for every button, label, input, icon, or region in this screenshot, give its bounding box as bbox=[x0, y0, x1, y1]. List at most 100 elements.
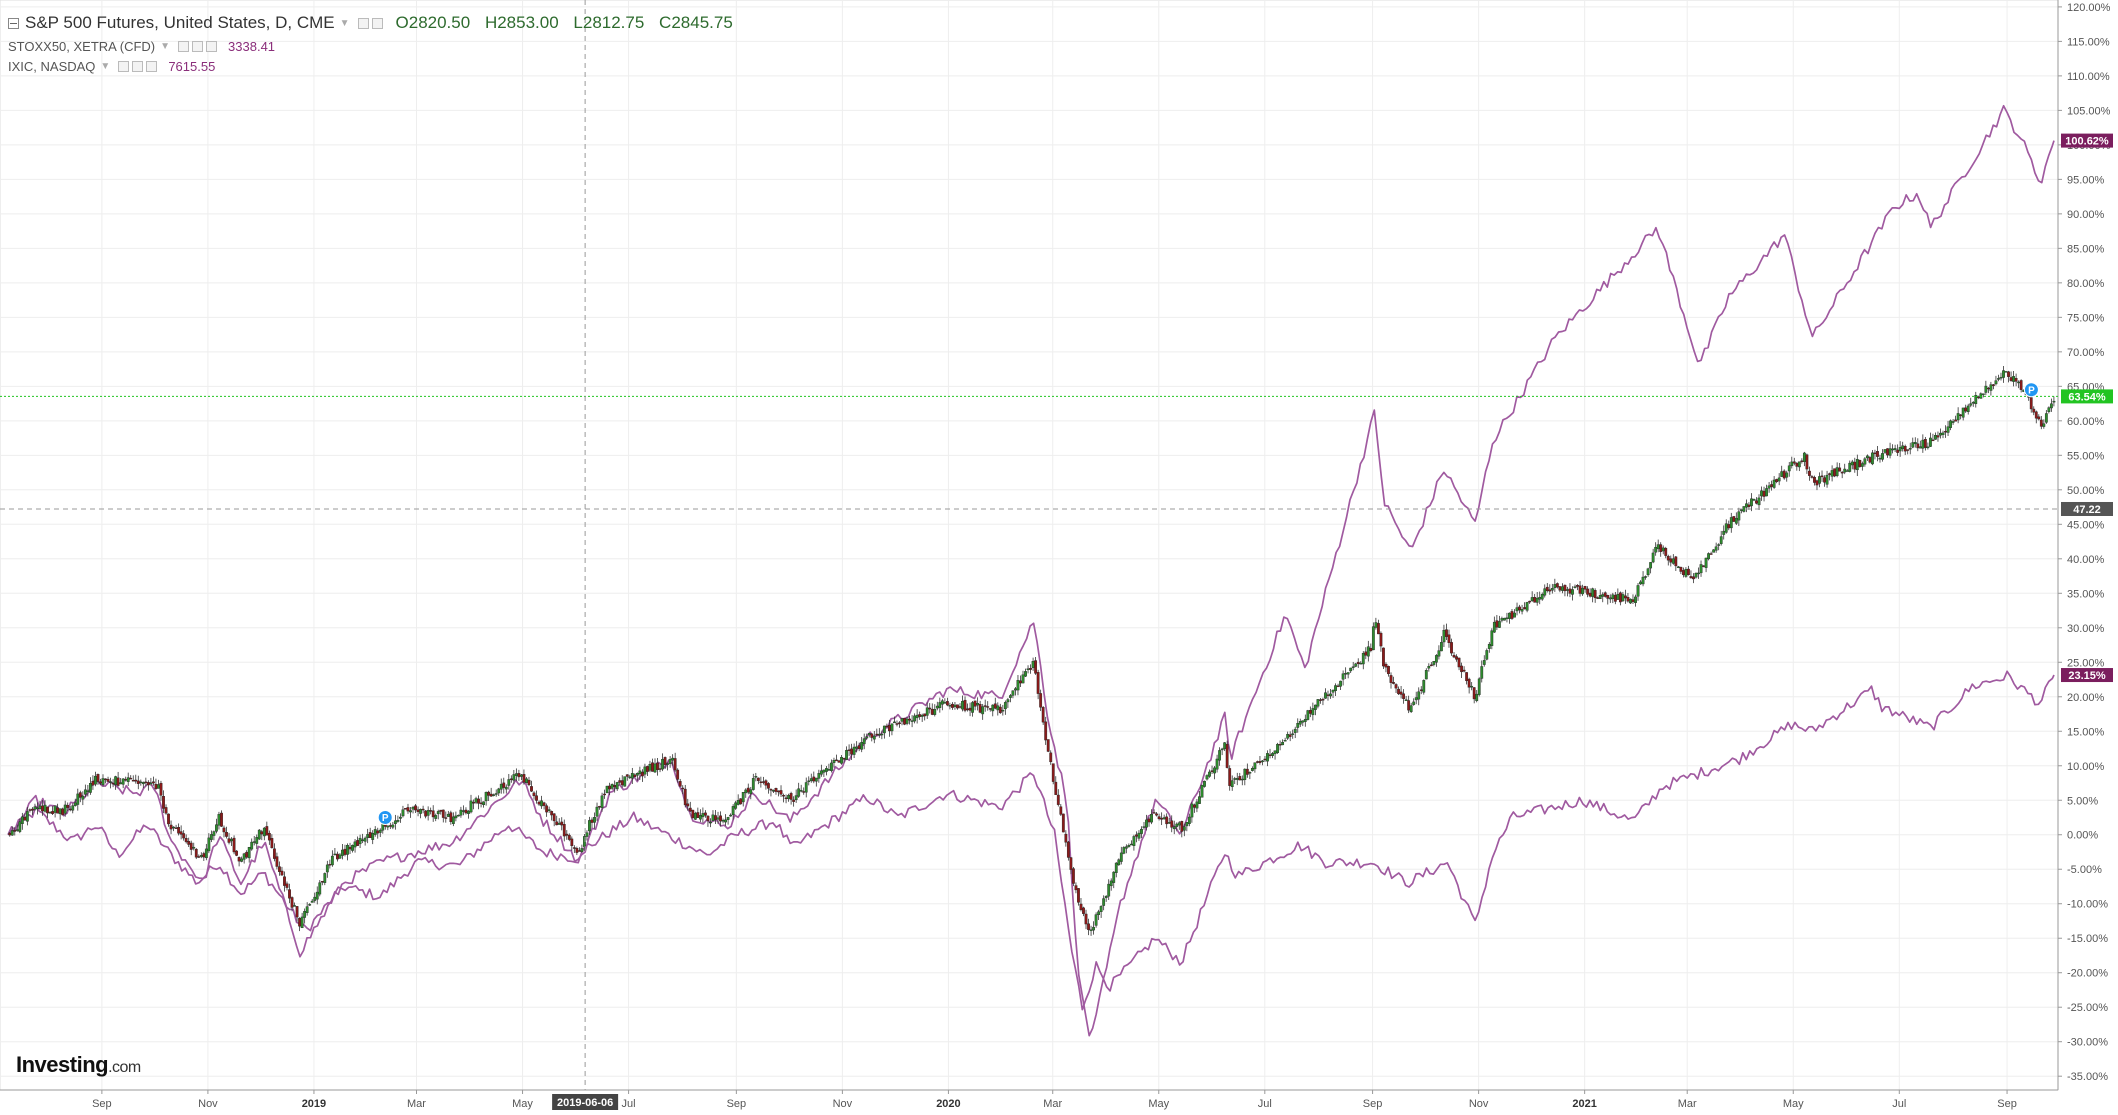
candle-body bbox=[812, 776, 816, 782]
candle-body bbox=[1205, 775, 1209, 780]
candle bbox=[396, 815, 400, 823]
candle-body bbox=[764, 780, 768, 786]
candle bbox=[2044, 410, 2048, 424]
candle-body bbox=[638, 770, 642, 774]
candle bbox=[431, 805, 435, 822]
candle bbox=[1772, 476, 1776, 489]
candle-body bbox=[1208, 771, 1211, 777]
settings-icon[interactable] bbox=[132, 60, 144, 72]
candle-body bbox=[1825, 474, 1829, 485]
candle-body bbox=[716, 817, 720, 820]
eye-icon[interactable] bbox=[357, 17, 369, 29]
candle-body bbox=[643, 766, 647, 775]
y-tick-label: 80.00% bbox=[2067, 278, 2105, 290]
candle bbox=[81, 791, 85, 806]
candle-body bbox=[78, 792, 82, 798]
eye-icon[interactable] bbox=[178, 40, 190, 52]
candle bbox=[890, 723, 894, 736]
candle bbox=[1477, 677, 1481, 697]
candle-body bbox=[124, 779, 128, 781]
candle-body bbox=[658, 768, 662, 770]
legend-main-series[interactable]: S&P 500 Futures, United States, D, CME ▼… bbox=[8, 10, 743, 36]
candle bbox=[391, 821, 395, 830]
candle-body bbox=[1094, 914, 1098, 926]
candle-body bbox=[1225, 743, 1229, 768]
x-tick-label: Nov bbox=[833, 1098, 853, 1110]
candle-body bbox=[784, 797, 788, 800]
candle-body bbox=[1200, 784, 1204, 798]
candle-body bbox=[469, 800, 473, 813]
candle bbox=[545, 803, 549, 817]
close-icon[interactable] bbox=[146, 60, 158, 72]
legend-overlay-stoxx50[interactable]: STOXX50, XETRA (CFD) ▼ 3338.41 bbox=[8, 36, 743, 56]
candle bbox=[149, 777, 153, 786]
candle-body bbox=[1392, 682, 1395, 684]
candle bbox=[1006, 697, 1010, 708]
candle bbox=[1124, 844, 1128, 854]
candle bbox=[1893, 444, 1897, 453]
chevron-down-icon[interactable]: ▼ bbox=[339, 17, 350, 29]
candle-body bbox=[1876, 451, 1879, 457]
candle-body bbox=[545, 805, 549, 813]
settings-icon[interactable] bbox=[371, 17, 383, 29]
candle-body bbox=[1878, 457, 1882, 460]
candle bbox=[1220, 747, 1224, 756]
candle bbox=[167, 813, 170, 827]
candle bbox=[290, 896, 294, 912]
candle bbox=[1644, 575, 1647, 580]
candle-body bbox=[94, 775, 97, 785]
candle-body bbox=[754, 776, 758, 778]
candle-body bbox=[373, 829, 377, 835]
candle bbox=[1397, 686, 1400, 696]
settings-icon[interactable] bbox=[192, 40, 204, 52]
legend-overlay-ixic[interactable]: IXIC, NASDAQ ▼ 7615.55 bbox=[8, 56, 743, 76]
candle-body bbox=[406, 807, 410, 812]
candle-body bbox=[1235, 777, 1239, 780]
candle bbox=[293, 902, 296, 907]
candle-body bbox=[2029, 397, 2033, 410]
candle-body bbox=[613, 784, 617, 788]
collapse-legend-icon[interactable] bbox=[8, 17, 19, 29]
candle bbox=[10, 826, 14, 836]
candle-body bbox=[1437, 650, 1441, 657]
candle-body bbox=[429, 810, 433, 812]
candle bbox=[928, 703, 932, 714]
candle bbox=[300, 912, 304, 929]
candle bbox=[1813, 475, 1816, 486]
candle-body bbox=[96, 774, 100, 782]
candle-body bbox=[404, 808, 407, 810]
eye-icon[interactable] bbox=[118, 60, 130, 72]
candle-body bbox=[1956, 413, 1960, 421]
candle-body bbox=[1533, 597, 1537, 603]
close-icon[interactable] bbox=[206, 40, 218, 52]
candle-body bbox=[651, 762, 654, 772]
candle-body bbox=[1661, 547, 1665, 552]
candle bbox=[1215, 754, 1219, 773]
candle bbox=[1054, 776, 1058, 795]
x-tick-label: Mar bbox=[1678, 1098, 1697, 1110]
candle-body bbox=[1114, 862, 1118, 873]
last-value-label-bg bbox=[2061, 133, 2113, 148]
chevron-down-icon[interactable]: ▼ bbox=[100, 60, 111, 72]
candle bbox=[1402, 689, 1406, 704]
candle-body bbox=[1442, 629, 1446, 643]
candle-body bbox=[1324, 692, 1327, 699]
candle-body bbox=[1487, 643, 1491, 649]
candle-body bbox=[1722, 530, 1726, 535]
candle-body bbox=[1782, 470, 1786, 479]
candle-body bbox=[961, 700, 964, 710]
candle bbox=[1061, 813, 1065, 833]
candle bbox=[152, 776, 155, 786]
crosshair-date-text: 2019-06-06 bbox=[557, 1097, 613, 1109]
x-tick-label: Jul bbox=[1892, 1098, 1906, 1110]
candle-body bbox=[1452, 654, 1456, 658]
candle-body bbox=[242, 853, 246, 860]
chevron-down-icon[interactable]: ▼ bbox=[160, 40, 171, 52]
candle-body bbox=[509, 778, 513, 780]
candle-body bbox=[328, 863, 332, 866]
candle bbox=[1520, 604, 1524, 615]
marker-dot bbox=[2023, 382, 2039, 398]
candle bbox=[1926, 442, 1930, 450]
